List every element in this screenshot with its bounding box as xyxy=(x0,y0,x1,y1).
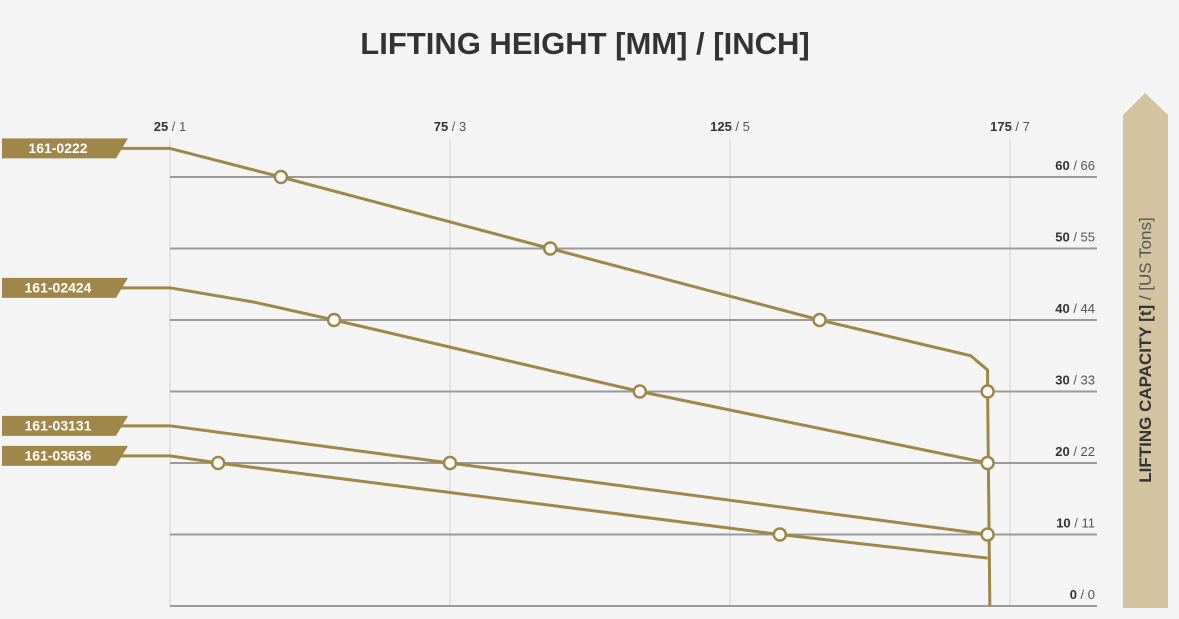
series-marker xyxy=(980,527,995,542)
series-tag xyxy=(2,138,128,159)
chart-title: LIFTING HEIGHT [MM] / [INCH] xyxy=(360,26,809,61)
series-tag-label: 161-02424 xyxy=(25,280,92,296)
series-marker xyxy=(442,455,458,471)
series-marker xyxy=(632,384,648,399)
series-marker xyxy=(812,312,827,328)
series-marker xyxy=(210,455,226,471)
series-marker xyxy=(542,241,558,256)
x-tick-label: 75 / 3 xyxy=(434,119,467,134)
series-marker xyxy=(326,312,342,328)
y-tick-label: 0 / 0 xyxy=(1070,587,1095,602)
series-marker xyxy=(772,527,788,542)
series-marker xyxy=(980,455,995,471)
series-line xyxy=(169,424,988,536)
x-tick-label: 125 / 5 xyxy=(710,119,750,134)
series-line xyxy=(169,286,988,465)
y-tick-label: 30 / 33 xyxy=(1055,373,1095,388)
x-tick-label: 25 / 1 xyxy=(154,119,187,134)
y-axis-label: LIFTING CAPACITY [t] / [US Tons] xyxy=(1136,217,1155,482)
series-tag xyxy=(2,415,128,436)
y-tick-label: 20 / 22 xyxy=(1055,444,1095,459)
y-tick-label: 50 / 55 xyxy=(1055,230,1095,245)
series-tag-label: 161-0222 xyxy=(28,140,87,156)
series-tag-label: 161-03131 xyxy=(25,418,92,434)
y-tick-label: 10 / 11 xyxy=(1056,516,1095,531)
y-tick-label: 60 / 66 xyxy=(1055,158,1095,173)
series-tag xyxy=(2,445,128,466)
series-tag xyxy=(2,277,128,298)
series-marker xyxy=(980,384,995,399)
x-tick-label: 175 / 7 xyxy=(990,119,1030,134)
y-tick-label: 40 / 44 xyxy=(1055,301,1095,316)
series-marker xyxy=(273,169,289,185)
series-tag-label: 161-03636 xyxy=(25,448,92,464)
series-line xyxy=(169,454,988,560)
y-axis-arrow xyxy=(1123,93,1168,608)
